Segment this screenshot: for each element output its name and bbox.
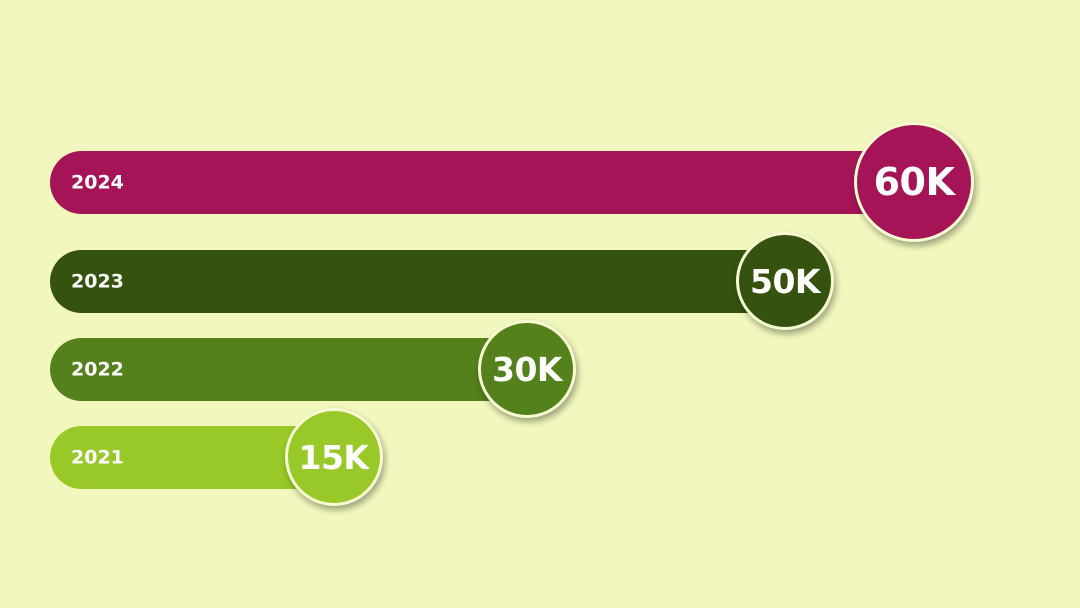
value-bubble-2023: 50K xyxy=(736,232,834,330)
value-label-2022: 30K xyxy=(492,349,563,389)
bar-2023 xyxy=(50,249,785,313)
category-label-2023: 2023 xyxy=(71,270,124,293)
value-label-2023: 50K xyxy=(750,261,821,301)
bar-2024 xyxy=(50,150,914,214)
category-label-2024: 2024 xyxy=(71,171,124,194)
category-label-2022: 2022 xyxy=(71,358,124,381)
value-bubble-2022: 30K xyxy=(478,320,576,418)
value-bubble-2024: 60K xyxy=(854,122,974,242)
value-label-2024: 60K xyxy=(873,160,955,204)
bar-2022 xyxy=(50,337,527,401)
value-bubble-2021: 15K xyxy=(284,408,383,506)
value-label-2021: 15K xyxy=(298,437,370,477)
category-label-2021: 2021 xyxy=(71,446,124,469)
